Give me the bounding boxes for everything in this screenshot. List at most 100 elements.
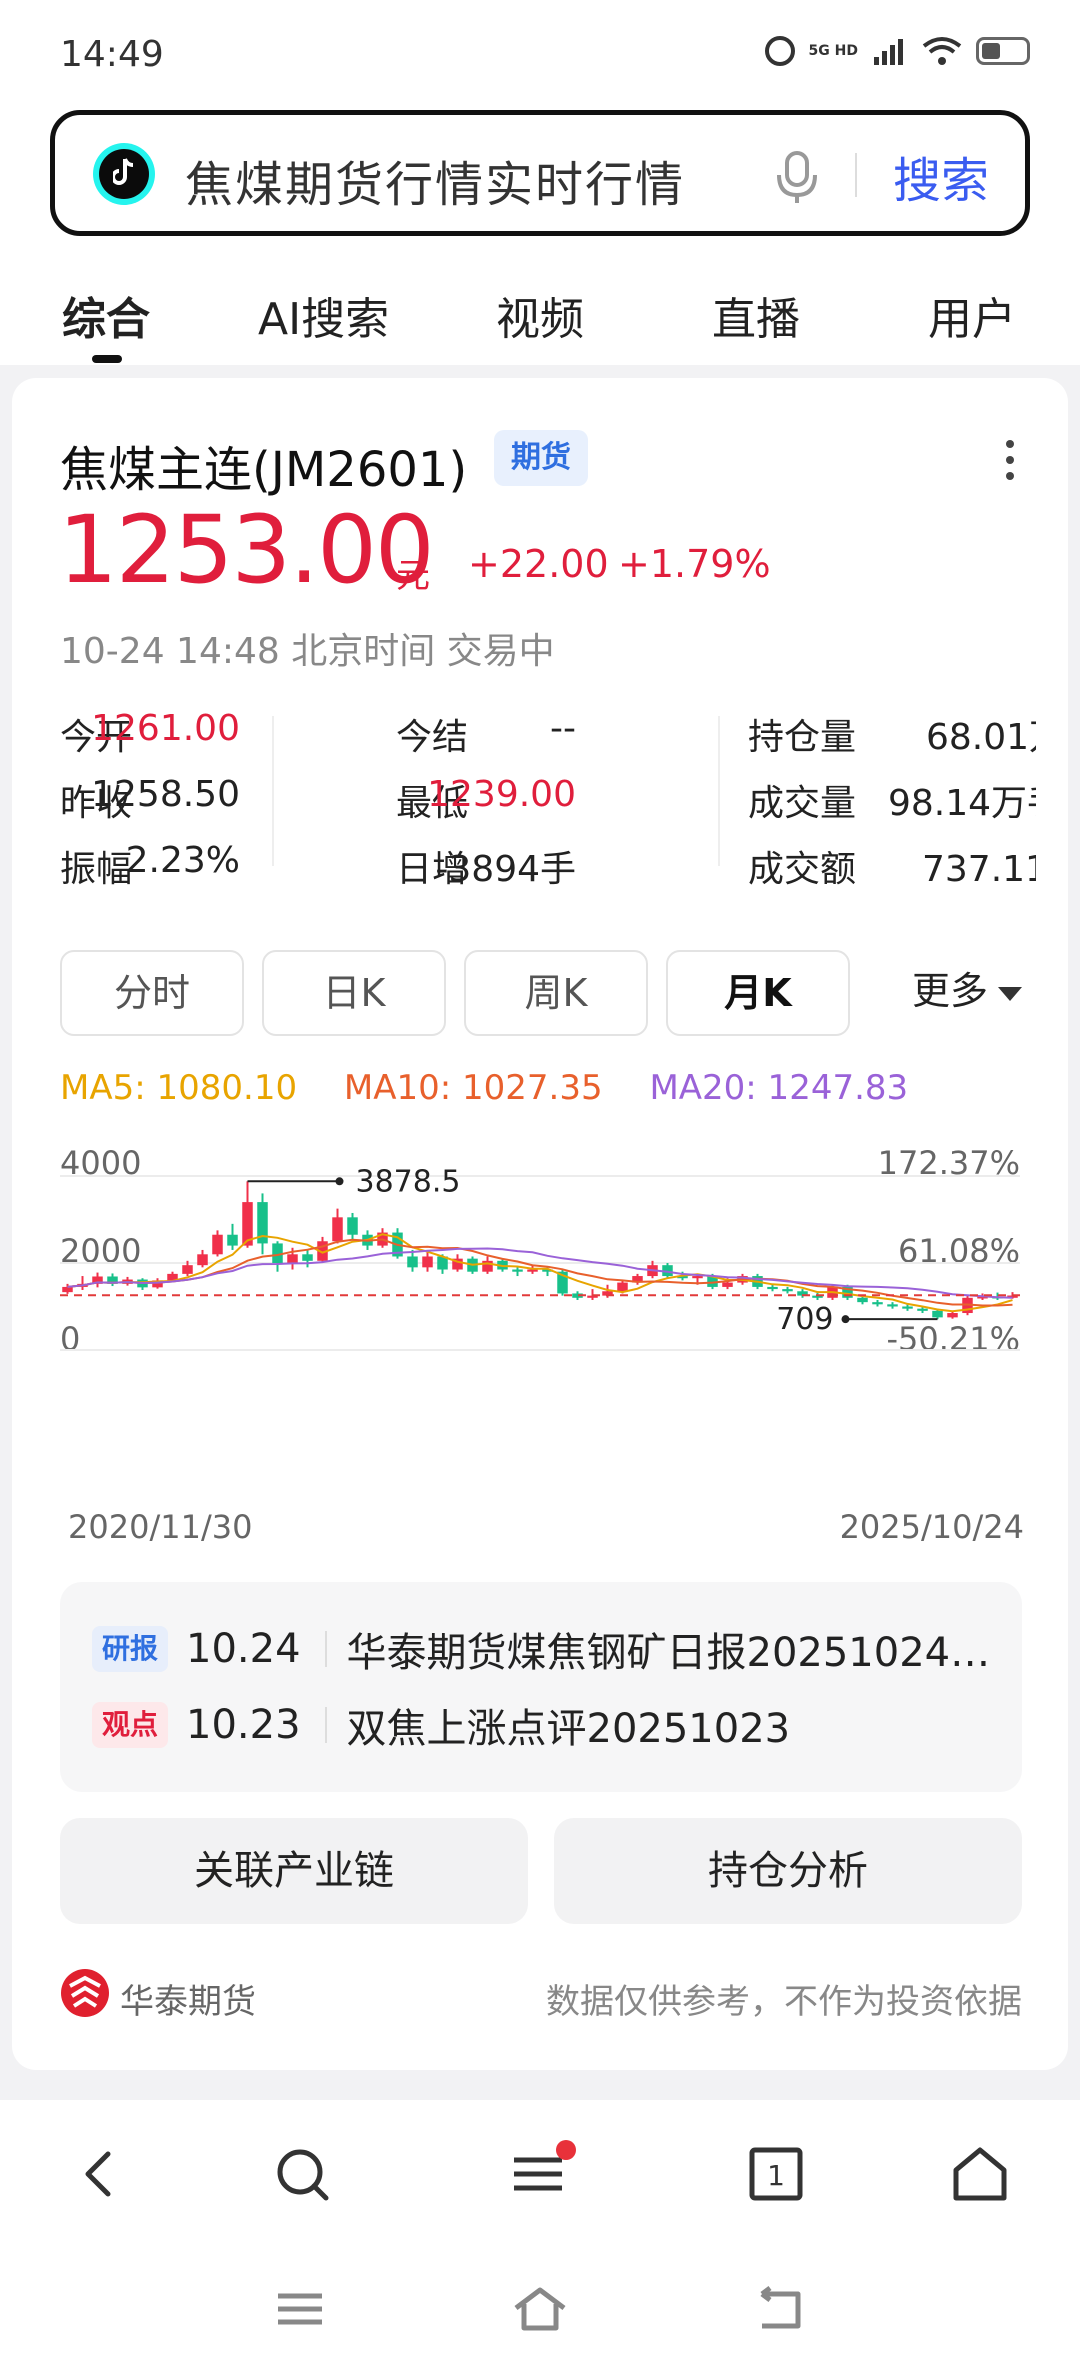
chart-start-date: 2020/11/30 [68, 1508, 253, 1546]
candle-body [872, 1302, 883, 1305]
stat-label: 日增 [396, 849, 469, 890]
microphone-icon[interactable] [767, 147, 827, 207]
y-tick-left-bottom: 0 [60, 1320, 80, 1358]
stat-value: 68.01万 [926, 717, 1036, 758]
wifi-icon [922, 37, 962, 65]
stat-value: 1261.00 [91, 708, 240, 749]
tab-live[interactable]: 直播 [712, 294, 800, 345]
menu-icon[interactable] [508, 2144, 568, 2204]
stats-column-3: 持仓量 68.01万 成交量 98.14万手 成交额 737.11亿 [748, 708, 1036, 908]
search-button[interactable]: 搜索 [893, 153, 990, 209]
signal-icon [874, 39, 903, 65]
ma5-label: MA5: 1080.10 [60, 1068, 298, 1108]
period-tab-monthly[interactable]: 月K [666, 950, 850, 1036]
news-item-research[interactable]: 研报 10.24 华泰期货煤焦钢矿日报20251024… [92, 1620, 992, 1680]
more-options-icon[interactable] [1006, 440, 1016, 484]
column-divider [718, 716, 720, 866]
max-price-label: 3878.5 [356, 1164, 461, 1199]
candle-body [947, 1313, 958, 1318]
ma10-line [67, 1238, 1013, 1307]
huatai-logo-icon [61, 1969, 109, 2017]
search-icon[interactable] [272, 2144, 332, 2204]
candle-body [587, 1295, 598, 1298]
stat-value: 737.11亿 [922, 849, 1036, 890]
battery-icon [976, 37, 1030, 65]
candle-body [332, 1217, 343, 1242]
tab-all[interactable]: 综合 [62, 294, 150, 345]
stat-value: 1239.00 [427, 774, 576, 815]
notification-dot [556, 2140, 576, 2160]
period-tab-weekly[interactable]: 周K [464, 950, 648, 1036]
candle-body [452, 1258, 463, 1270]
candle-body [797, 1291, 808, 1296]
ma10-label: MA10: 1027.35 [343, 1068, 603, 1108]
candle-body [917, 1308, 928, 1311]
trading-time-info: 10-24 14:48 北京时间 交易中 [60, 631, 555, 672]
candle-body [707, 1276, 718, 1287]
candle-body [437, 1256, 448, 1270]
candle-body [1007, 1295, 1018, 1298]
tab-users[interactable]: 用户 [928, 294, 1016, 345]
home-icon[interactable] [950, 2144, 1010, 2204]
period-tabs: 分时 日K 周K 月K 更多 [60, 950, 1036, 1038]
news-date: 10.23 [186, 1702, 301, 1748]
stat-row: 成交额 737.11亿 [748, 840, 1036, 900]
douyin-logo-icon [93, 143, 155, 205]
tab-ai-search[interactable]: AI搜索 [258, 294, 390, 345]
system-back-icon[interactable] [752, 2284, 808, 2334]
current-price: 1253.00 [58, 496, 435, 605]
system-home-icon[interactable] [512, 2284, 568, 2334]
chart-end-date: 2025/10/24 [839, 1508, 1024, 1546]
tab-video[interactable]: 视频 [496, 294, 584, 345]
tabs-count-icon[interactable]: 1 [746, 2144, 806, 2204]
y-tick-right-bottom: -50.21% [886, 1320, 1020, 1358]
candle-body [527, 1269, 538, 1272]
stat-row: 今开 1261.00 [60, 708, 240, 768]
candle-body [572, 1293, 583, 1298]
dropdown-caret-icon [998, 986, 1023, 1001]
stat-row: 振幅 2.23% [60, 840, 240, 900]
stat-label: 最低 [396, 783, 469, 824]
period-more-button[interactable]: 更多 [912, 950, 1023, 1036]
position-analysis-button[interactable]: 持仓分析 [554, 1818, 1022, 1924]
industry-chain-button[interactable]: 关联产业链 [60, 1818, 528, 1924]
candle-body [767, 1286, 778, 1290]
candle-body [227, 1234, 238, 1246]
back-icon[interactable] [70, 2144, 130, 2204]
search-box[interactable]: 焦煤期货行情实时行情 搜索 [50, 110, 1030, 236]
candle-body [677, 1276, 688, 1279]
news-divider [324, 1707, 327, 1743]
candle-body [662, 1265, 673, 1277]
stat-value: 2.23% [125, 840, 240, 881]
stat-value: -- [550, 708, 576, 749]
quote-title[interactable]: 焦煤主连(JM2601) [60, 442, 468, 498]
period-tab-daily[interactable]: 日K [262, 950, 446, 1036]
price-change-percent: +1.79% [618, 542, 771, 586]
news-divider [324, 1631, 327, 1667]
ma-lines-group [67, 1233, 1013, 1313]
quote-card: 焦煤主连(JM2601) 期货 1253.00 元 +22.00 +1.79% … [12, 378, 1068, 2070]
stat-row: 今结 -- [396, 708, 576, 768]
candle-body [632, 1276, 643, 1283]
recent-apps-icon[interactable] [272, 2284, 328, 2334]
news-title: 双焦上涨点评20251023 [346, 1706, 791, 1752]
candle-body [782, 1289, 793, 1292]
stat-value: 1258.50 [91, 774, 240, 815]
monthly-k-chart[interactable]: 4000 2000 0 172.37% 61.08% -50.21% 3878.… [12, 1148, 1068, 1448]
svg-text:1: 1 [767, 2159, 785, 2192]
candle-body [602, 1291, 613, 1296]
bottom-navigation: 1 [0, 2100, 1080, 2240]
footer-disclaimer: 数据仅供参考，不作为投资依据 [546, 1982, 1022, 2022]
candle-body [812, 1295, 823, 1298]
news-item-view[interactable]: 观点 10.23 双焦上涨点评20251023 [92, 1696, 992, 1756]
price-unit: 元 [396, 556, 430, 596]
y-tick-right-mid: 61.08% [898, 1232, 1020, 1270]
candle-body [257, 1202, 268, 1244]
search-input[interactable]: 焦煤期货行情实时行情 [185, 157, 686, 213]
news-tag: 研报 [92, 1626, 168, 1672]
stat-label: 昨收 [60, 783, 133, 824]
period-tab-intraday[interactable]: 分时 [60, 950, 244, 1036]
alarm-icon [764, 36, 795, 66]
chart-annotations: 3878.5 709 [60, 1164, 1020, 1337]
stat-label: 振幅 [60, 849, 133, 890]
